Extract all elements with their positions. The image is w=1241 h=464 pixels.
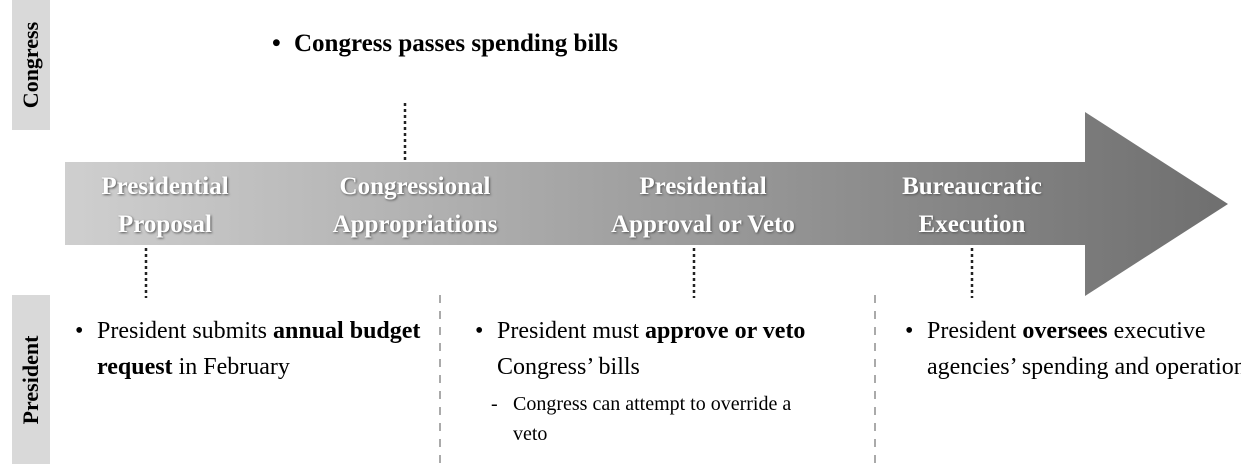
note-text: President oversees executive agencies’ s… <box>905 313 1241 385</box>
note-text: President submits annual budget request … <box>75 313 437 385</box>
president-label-box: President <box>12 295 50 464</box>
stage-line: Appropriations <box>332 211 498 238</box>
note-run: in February <box>172 354 290 380</box>
note-run: President <box>927 318 1023 344</box>
stage-line: Proposal <box>118 211 212 238</box>
note-run: annual budget request <box>97 318 421 380</box>
president-note: President submits annual budget request … <box>75 313 437 385</box>
stage: Bureaucratic Execution <box>842 168 1102 244</box>
sub-note: Congress can attempt to override a veto <box>475 389 813 449</box>
stage-line: Congressional <box>339 173 491 200</box>
note-run: oversees <box>1022 318 1108 344</box>
timeline-arrow <box>65 112 1228 296</box>
stage-line: Approval or Veto <box>611 211 795 238</box>
stage-line: Bureaucratic <box>902 173 1042 200</box>
stage-line: Execution <box>918 211 1026 238</box>
president-note: President oversees executive agencies’ s… <box>905 313 1241 385</box>
note-text: President must approve or veto Congress’… <box>475 313 877 385</box>
stage: Presidential Proposal <box>35 168 295 244</box>
stage-line: Presidential <box>639 173 767 200</box>
stage-line: Presidential <box>101 173 229 200</box>
note-run: Congress’ bills <box>497 354 640 380</box>
note-run: approve or veto <box>645 318 806 344</box>
note-run: President submits <box>97 318 274 344</box>
connectors <box>144 103 974 298</box>
stage: Congressional Appropriations <box>285 168 545 244</box>
congress-label-box: Congress <box>12 0 50 130</box>
note-run: executive agencies’ spending and operati… <box>927 318 1241 380</box>
note-run: President must <box>497 318 645 344</box>
congress-note: Congress passes spending bills <box>272 30 618 58</box>
president-note: President must approve or veto Congress’… <box>475 313 877 449</box>
stage: Presidential Approval or Veto <box>573 168 833 244</box>
